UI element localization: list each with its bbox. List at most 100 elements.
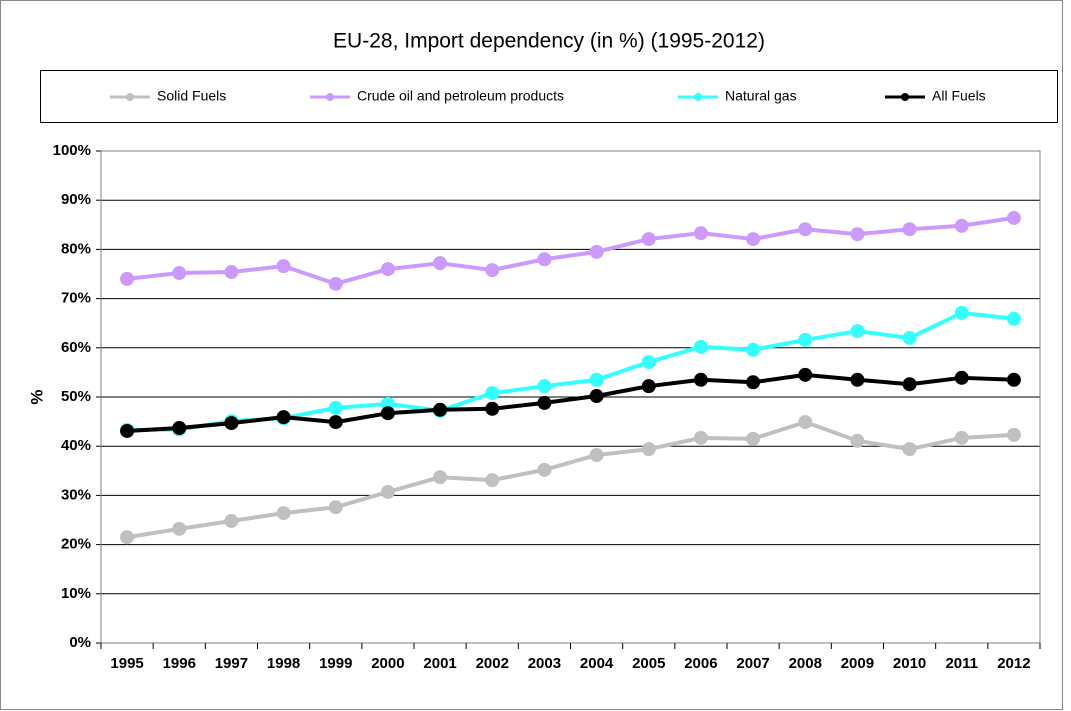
x-tick-label: 2006 [684,655,717,672]
data-point [224,513,239,528]
legend-label: Crude oil and petroleum products [357,88,564,104]
data-point [1006,427,1021,442]
x-tick-label: 1999 [319,655,352,672]
data-point [850,433,865,448]
y-tick-label: 70% [61,290,91,307]
x-tick-label: 2002 [476,655,509,672]
data-point [850,372,865,387]
series-line [126,372,1014,433]
data-point [798,367,813,382]
x-tick-label: 2009 [841,655,874,672]
x-tick-label: 1998 [267,655,300,672]
legend-label: All Fuels [932,88,986,104]
x-tick-label: 1996 [163,655,196,672]
data-point [641,442,656,457]
legend-marker [694,93,702,101]
data-point [433,470,448,485]
data-point [120,271,135,286]
legend-marker [901,93,909,101]
y-tick-label: 90% [61,191,91,208]
data-point [850,324,865,339]
data-point [328,500,343,515]
data-point [589,244,604,259]
data-point [120,423,135,438]
data-point [380,262,395,277]
data-point [641,355,656,370]
data-point [120,530,135,545]
x-tick-label: 2012 [997,655,1030,672]
y-tick-label: 80% [61,240,91,257]
data-point [693,430,708,445]
data-point [433,256,448,271]
data-point [433,402,448,417]
data-point [798,222,813,237]
x-tick-label: 2000 [371,655,404,672]
x-tick-label: 2011 [945,655,978,672]
data-point [746,375,761,390]
data-point [746,342,761,357]
data-point [537,379,552,394]
data-point [276,259,291,274]
x-tick-label: 1997 [215,655,248,672]
data-point [380,406,395,421]
data-point [328,400,343,415]
data-point [589,389,604,404]
data-point [485,473,500,488]
data-point [485,386,500,401]
x-tick-label: 2005 [632,655,665,672]
data-point [798,332,813,347]
legend-label: Natural gas [725,88,797,104]
series-line [126,420,1015,540]
data-point [485,263,500,278]
data-point [850,227,865,242]
data-point [954,370,969,385]
data-point [485,401,500,416]
data-point [328,276,343,291]
data-point [537,462,552,477]
data-point [380,484,395,499]
legend-marker [326,93,334,101]
x-tick-label: 2003 [528,655,561,672]
data-point [641,379,656,394]
data-point [172,521,187,536]
y-tick-label: 50% [61,388,91,405]
data-point [746,232,761,247]
x-tick-label: 1995 [110,655,143,672]
data-point [902,442,917,457]
data-point [954,430,969,445]
y-tick-label: 30% [61,486,91,503]
data-point [798,415,813,430]
data-point [1006,210,1021,225]
data-point [328,415,343,430]
y-tick-label: 40% [61,437,91,454]
data-point [693,226,708,241]
legend-box [40,70,1058,123]
data-point [746,431,761,446]
x-tick-label: 2008 [789,655,822,672]
data-point [276,506,291,521]
data-point [641,232,656,247]
y-tick-label: 10% [61,585,91,602]
data-point [589,372,604,387]
y-tick-label: 60% [61,339,91,356]
data-point [537,252,552,267]
legend-marker [126,93,134,101]
data-point [954,305,969,320]
data-point [1006,372,1021,387]
data-point [902,222,917,237]
data-point [693,339,708,354]
x-tick-label: 2007 [736,655,769,672]
y-tick-label: 100% [53,142,91,159]
data-point [693,372,708,387]
data-point [172,420,187,435]
data-point [902,330,917,345]
data-point [172,266,187,281]
data-point [902,377,917,392]
data-point [954,218,969,233]
x-tick-label: 2010 [893,655,926,672]
data-point [589,448,604,463]
y-axis-title: % [27,389,46,404]
y-tick-label: 0% [69,634,91,651]
